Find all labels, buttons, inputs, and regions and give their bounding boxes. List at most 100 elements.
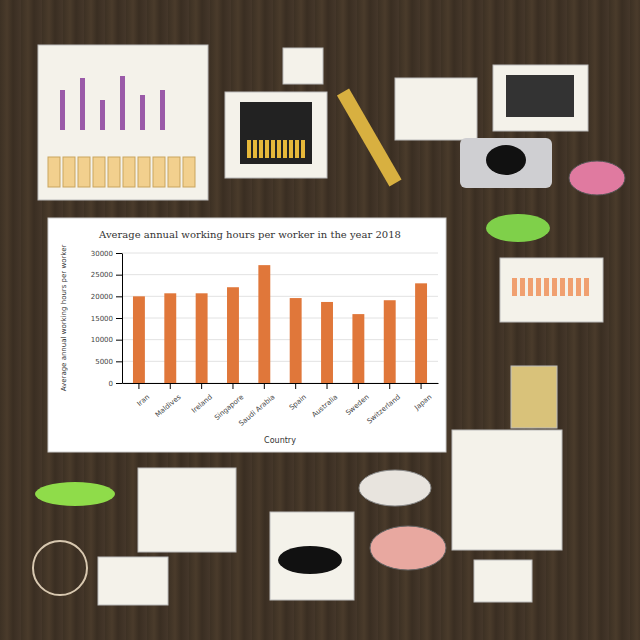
mini-bar <box>283 140 287 158</box>
bar <box>164 293 176 383</box>
card <box>270 512 354 600</box>
mini-bar <box>253 140 257 158</box>
mini-bar <box>265 140 269 158</box>
card <box>225 92 327 178</box>
mini-bar <box>60 90 65 130</box>
shoe <box>370 526 446 570</box>
x-axis-title: Country <box>264 436 296 445</box>
mini-plot <box>506 75 574 117</box>
y-tick-label: 0 <box>109 380 113 388</box>
mini-bar <box>140 95 145 130</box>
mini-bar <box>259 140 263 158</box>
grid <box>122 253 438 383</box>
mini-bar <box>100 100 105 130</box>
x-tick-label: Iran <box>136 393 152 408</box>
mini-bar <box>80 78 85 130</box>
mini-bar <box>168 157 180 187</box>
mini-bar <box>528 278 533 296</box>
card <box>511 366 557 428</box>
y-tick-label: 20000 <box>91 293 113 301</box>
y-tick-mark <box>116 275 122 276</box>
y-tick-label: 30000 <box>91 250 113 258</box>
x-axis: IranMaldives IrelandSingaporeSaudi Arabia… <box>123 383 439 428</box>
mini-bar <box>536 278 541 296</box>
x-tick: Saudi Arabia <box>237 383 276 428</box>
bar <box>384 300 396 383</box>
y-tick-mark <box>116 253 122 254</box>
mini-bar <box>512 278 517 296</box>
mini-bar <box>576 278 581 296</box>
x-tick-label: Ireland <box>190 393 214 415</box>
card <box>474 560 532 602</box>
x-tick-mark <box>264 383 265 389</box>
mini-bar <box>120 76 125 130</box>
mini-bar <box>295 140 299 158</box>
fish <box>278 546 342 574</box>
y-tick: 0 <box>109 380 122 388</box>
shoe <box>359 470 431 506</box>
mini-bar <box>584 278 589 296</box>
mini-plot <box>240 102 312 164</box>
mini-bar <box>520 278 525 296</box>
bars <box>133 265 427 383</box>
bar <box>227 287 239 383</box>
mini-bar <box>153 157 165 187</box>
y-tick-mark <box>116 383 122 384</box>
card <box>138 468 236 552</box>
canvas: 050001000015000200002500030000IranMaldiv… <box>0 0 640 640</box>
x-tick-label: Saudi Arabia <box>237 393 276 428</box>
mini-bar <box>63 157 75 187</box>
x-tick: Spain <box>288 383 308 412</box>
bar <box>258 265 270 383</box>
y-tick: 5000 <box>95 358 122 366</box>
x-tick: Japan <box>412 383 433 412</box>
x-tick: Australia <box>310 383 339 419</box>
mini-bar <box>544 278 549 296</box>
card <box>283 48 323 84</box>
card <box>452 430 562 550</box>
y-tick-mark <box>116 318 122 319</box>
y-tick: 15000 <box>91 315 122 323</box>
bar <box>352 314 364 383</box>
mini-bar <box>93 157 105 187</box>
mini-bar <box>277 140 281 158</box>
mini-bar <box>289 140 293 158</box>
bar <box>196 293 208 383</box>
x-tick-mark <box>358 383 359 389</box>
y-tick-label: 5000 <box>95 358 113 366</box>
y-axis-title: Average annual working hours per worker <box>60 245 68 392</box>
leaf <box>486 214 550 242</box>
x-tick-label: Maldives <box>154 393 183 419</box>
x-tick-label: Spain <box>288 393 308 412</box>
x-tick: Switzerland <box>366 383 402 425</box>
y-tick: 10000 <box>91 336 122 344</box>
bar <box>290 298 302 383</box>
x-tick-mark <box>170 383 171 389</box>
mini-bar <box>560 278 565 296</box>
x-tick-mark <box>295 383 296 389</box>
card <box>493 65 588 131</box>
mini-bar <box>301 140 305 158</box>
x-tick-mark <box>232 383 233 389</box>
leaf <box>35 482 115 506</box>
coil <box>33 541 87 595</box>
y-tick-label: 10000 <box>91 336 113 344</box>
mini-bar <box>271 140 275 158</box>
mini-bar <box>552 278 557 296</box>
y-tick-mark <box>116 340 122 341</box>
chart-title: Average annual working hours per worker … <box>98 229 401 240</box>
bar <box>133 296 145 383</box>
mini-bar <box>247 140 251 158</box>
x-tick-label: Australia <box>310 393 339 419</box>
y-axis: 050001000015000200002500030000 <box>91 250 123 388</box>
y-tick-mark <box>116 296 122 297</box>
bag <box>569 161 625 195</box>
x-tick: Sweden <box>344 383 370 417</box>
y-tick: 30000 <box>91 250 122 258</box>
x-tick-label: Japan <box>412 393 433 412</box>
x-tick: Singapore <box>213 383 245 422</box>
x-tick-mark <box>138 383 139 389</box>
x-tick-mark <box>201 383 202 389</box>
x-tick-label: Sweden <box>344 393 370 417</box>
x-tick: Iran <box>136 383 152 408</box>
